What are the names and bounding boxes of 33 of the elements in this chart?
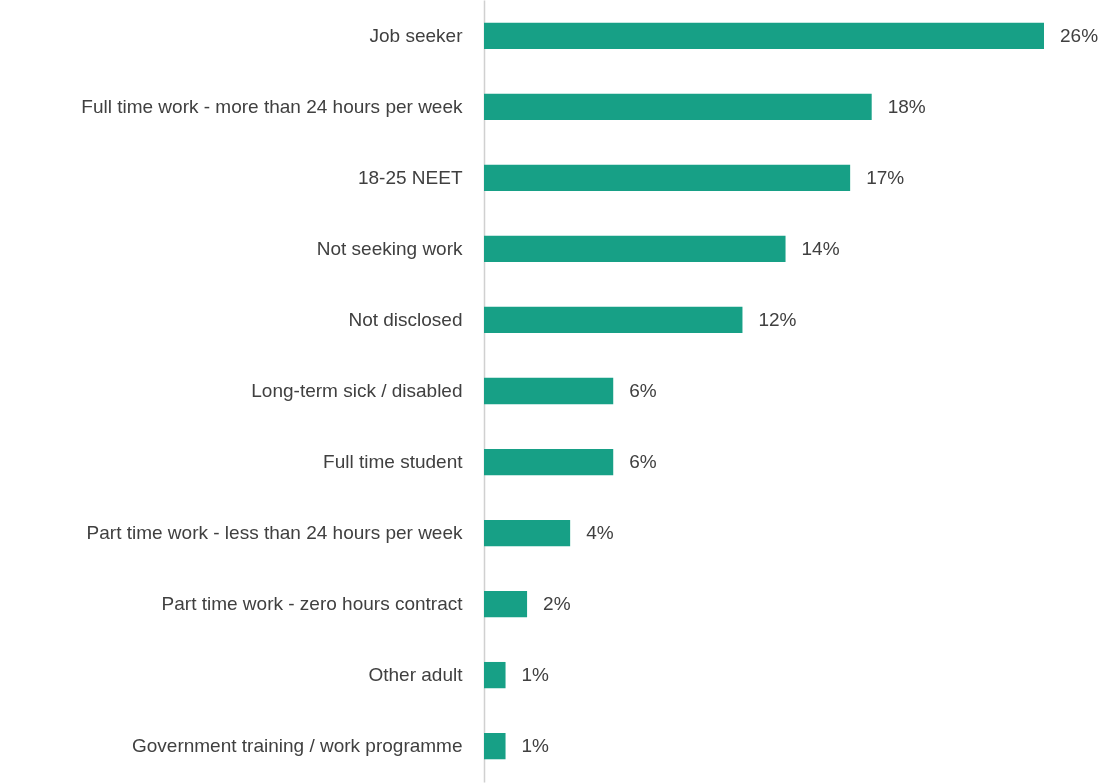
y-tick-label: 18-25 NEET bbox=[357, 166, 463, 188]
bar bbox=[484, 164, 851, 192]
bar bbox=[484, 22, 1044, 50]
data-label: 2% bbox=[543, 593, 571, 615]
bar bbox=[484, 661, 506, 689]
data-label: 1% bbox=[521, 735, 550, 757]
data-label: 26% bbox=[1060, 24, 1099, 46]
data-label: 17% bbox=[866, 166, 905, 188]
data-label: 12% bbox=[758, 308, 797, 330]
data-label: 1% bbox=[521, 664, 550, 686]
y-tick-label: Government training / work programme bbox=[131, 735, 463, 757]
bar bbox=[484, 377, 614, 405]
y-tick-label: Full time work - more than 24 hours per week bbox=[81, 95, 463, 117]
bar bbox=[484, 93, 872, 121]
data-label: 4% bbox=[586, 522, 614, 544]
data-label: 14% bbox=[801, 237, 840, 259]
bar bbox=[484, 519, 571, 547]
y-tick-label: Other adult bbox=[368, 664, 464, 686]
data-label: 18% bbox=[887, 95, 926, 117]
y-tick-label: Job seeker bbox=[369, 24, 464, 46]
y-tick-label: Not disclosed bbox=[348, 308, 463, 330]
bar bbox=[484, 306, 743, 334]
bar bbox=[484, 732, 506, 760]
bar bbox=[484, 590, 528, 618]
data-label: 6% bbox=[629, 380, 657, 401]
bar bbox=[484, 448, 614, 476]
data-label: 6% bbox=[629, 451, 657, 473]
y-tick-label: Not seeking work bbox=[316, 237, 463, 259]
y-tick-label: Part time work - less than 24 hours per week bbox=[86, 522, 463, 544]
y-tick-label: Part time work - zero hours contract bbox=[161, 593, 464, 615]
y-tick-label: Full time student bbox=[323, 451, 464, 473]
bar bbox=[484, 235, 786, 263]
y-tick-label: Long-term sick / disabled bbox=[251, 380, 463, 401]
